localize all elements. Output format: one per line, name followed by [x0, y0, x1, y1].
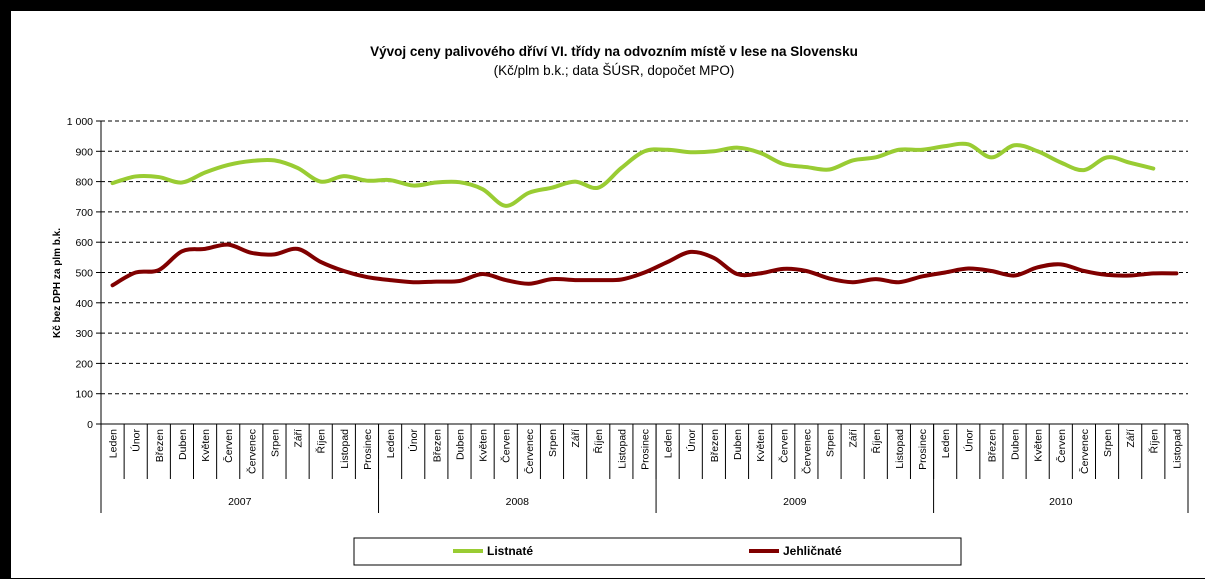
- month-label: Září: [1125, 429, 1137, 448]
- month-label: Únor: [685, 429, 698, 452]
- month-label: Červenec: [800, 429, 813, 474]
- month-label: Leden: [940, 429, 952, 458]
- x-category-labels: Leden Únor Březen Duben Květen Červen Červenec…: [100, 424, 1189, 513]
- legend: Listnaté Jehličnaté: [353, 537, 962, 566]
- month-label: Březen: [709, 429, 721, 462]
- y-tick-label: 1 000: [67, 116, 93, 128]
- month-label: Únor: [407, 429, 420, 452]
- month-label: Říjen: [1147, 429, 1160, 454]
- legend-label-listnate: Listnaté: [487, 544, 533, 558]
- month-label: Červen: [1055, 429, 1068, 463]
- month-label: Duben: [177, 429, 189, 460]
- month-label: Duben: [732, 429, 744, 460]
- month-label: Duben: [454, 429, 466, 460]
- month-label: Květen: [1033, 429, 1045, 462]
- month-label: Březen: [986, 429, 998, 462]
- month-label: Červen: [777, 429, 790, 463]
- y-tick-label: 0: [87, 419, 93, 431]
- month-label: Listopad: [1171, 429, 1183, 469]
- month-label: Leden: [385, 429, 397, 458]
- month-label: Červenec: [1078, 429, 1091, 474]
- y-tick-label: 700: [75, 207, 93, 219]
- month-label: Červen: [222, 429, 235, 463]
- month-label: Listopad: [894, 429, 906, 469]
- month-label: Červenec: [245, 429, 258, 474]
- month-label: Únor: [962, 429, 975, 452]
- month-label: Červen: [500, 429, 513, 463]
- month-label: Březen: [154, 429, 166, 462]
- month-label: Prosinec: [362, 429, 374, 470]
- month-label: Září: [293, 429, 305, 448]
- chart-title: Vývoj ceny palivového dříví VI. třídy na…: [370, 44, 858, 59]
- month-label: Únor: [130, 429, 143, 452]
- chart-frame: Vývoj ceny palivového dříví VI. třídy na…: [10, 10, 1205, 578]
- y-tick-label: 400: [75, 298, 93, 310]
- month-label: Leden: [108, 429, 120, 458]
- legend-box: [353, 537, 962, 566]
- y-tick-label: 200: [75, 358, 93, 370]
- month-label: Říjen: [592, 429, 605, 454]
- month-label: Listopad: [339, 429, 351, 469]
- month-label: Srpen: [1102, 429, 1114, 457]
- month-label: Leden: [663, 429, 675, 458]
- month-label: Říjen: [870, 429, 883, 454]
- month-label: Září: [848, 429, 860, 448]
- month-label: Červenec: [523, 429, 536, 474]
- month-label: Září: [570, 429, 582, 448]
- year-label: 2010: [1049, 496, 1073, 508]
- year-label: 2007: [228, 496, 252, 508]
- series-line-jehlicnate: [110, 242, 1179, 288]
- series-lines: [110, 141, 1179, 288]
- y-tick-label: 100: [75, 389, 93, 401]
- y-tick-labels: 0 100 200 300 400 500 600 700 800 900 1 000: [67, 116, 93, 431]
- month-label: Prosinec: [917, 429, 929, 470]
- month-label: Listopad: [616, 429, 628, 469]
- month-label: Duben: [1010, 429, 1022, 460]
- y-tick-label: 900: [75, 146, 93, 158]
- month-label: Březen: [431, 429, 443, 462]
- legend-label-jehlicnate: Jehličnaté: [783, 544, 842, 558]
- y-tick-label: 600: [75, 237, 93, 249]
- chart: Vývoj ceny palivového dříví VI. třídy na…: [52, 44, 1189, 566]
- month-label: Prosinec: [640, 429, 652, 470]
- series-line-listnate: [110, 141, 1156, 208]
- chart-subtitle: (Kč/plm b.k.; data ŠÚSR, dopočet MPO): [494, 63, 735, 78]
- month-label: Květen: [755, 429, 767, 462]
- y-axis-label: Kč bez DPH za plm b.k.: [52, 228, 63, 338]
- month-label: Květen: [478, 429, 490, 462]
- month-label: Srpen: [547, 429, 559, 457]
- y-tick-label: 500: [75, 268, 93, 280]
- month-label: Říjen: [315, 429, 328, 454]
- y-tick-label: 300: [75, 328, 93, 340]
- month-label: Srpen: [825, 429, 837, 457]
- month-label: Srpen: [269, 429, 281, 457]
- year-label: 2009: [783, 496, 807, 508]
- y-tick-label: 800: [75, 177, 93, 189]
- year-label: 2008: [506, 496, 530, 508]
- month-label: Květen: [200, 429, 212, 462]
